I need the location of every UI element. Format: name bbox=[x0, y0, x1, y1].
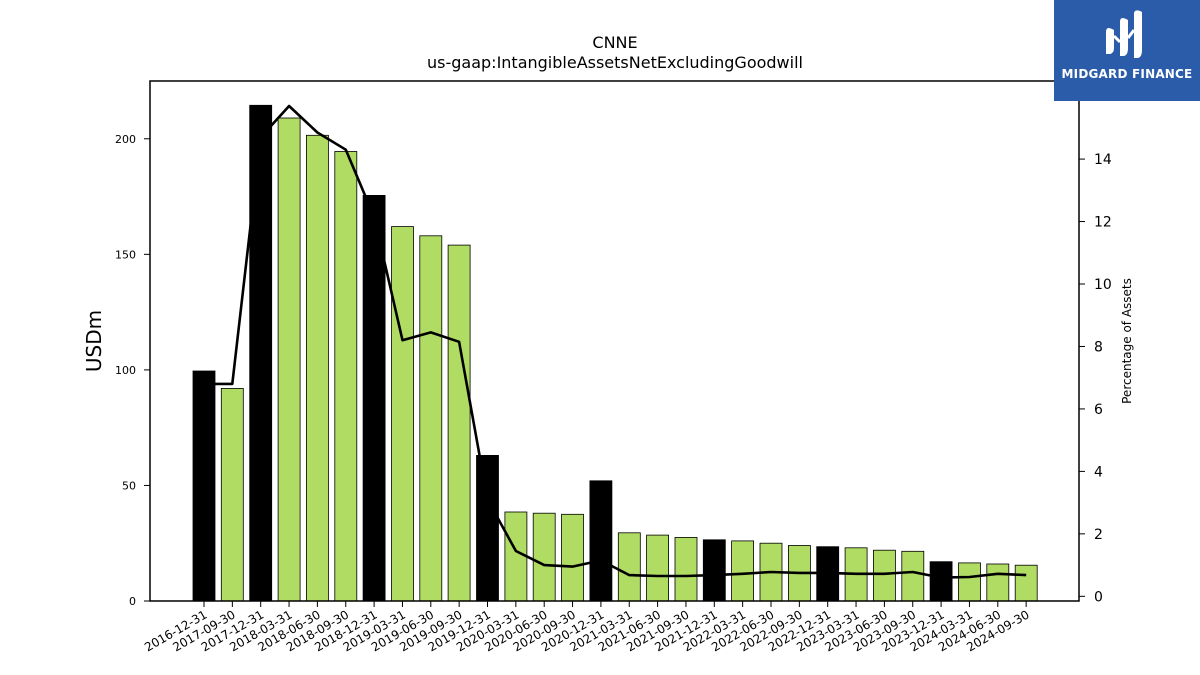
percentage-line-group bbox=[204, 104, 1027, 579]
bar-2019-03-31 bbox=[391, 226, 414, 602]
bar-2024-09-30 bbox=[1014, 564, 1038, 602]
bar-2021-03-31 bbox=[617, 532, 641, 602]
bar-2021-12-31 bbox=[702, 539, 726, 602]
y2-axis-label: Percentage of Assets bbox=[1120, 278, 1134, 404]
percentage-of-assets-line bbox=[204, 104, 1027, 579]
bar-2016-12-31 bbox=[192, 370, 216, 602]
logo-text: MIDGARD FINANCE bbox=[1061, 67, 1193, 81]
y-tick-label: 150 bbox=[115, 248, 136, 261]
y2-tick-label: 2 bbox=[1094, 527, 1103, 543]
midgard-logo-icon bbox=[1106, 10, 1142, 58]
bar-2017-09-30 bbox=[220, 387, 244, 602]
y2-tick-label: 6 bbox=[1094, 402, 1103, 418]
chart-title: CNNE bbox=[592, 33, 637, 52]
y2-tick-label: 4 bbox=[1094, 464, 1103, 480]
midgard-finance-logo: MIDGARD FINANCE bbox=[1054, 0, 1200, 101]
bar-group bbox=[192, 104, 1038, 602]
right-axis-ticks: 0 2 4 6 8 10 12 14 bbox=[1079, 152, 1112, 605]
y-tick-label: 100 bbox=[115, 364, 136, 377]
bar-2021-06-30 bbox=[646, 534, 669, 602]
y2-tick-label: 10 bbox=[1094, 277, 1112, 293]
bar-2019-12-31 bbox=[476, 454, 499, 602]
bar-2018-12-31 bbox=[362, 194, 386, 602]
chart-subtitle: us-gaap:IntangibleAssetsNetExcludingGood… bbox=[427, 53, 803, 72]
bar-2023-06-30 bbox=[873, 549, 896, 602]
y-tick-label: 200 bbox=[115, 133, 136, 146]
y-tick-label: 50 bbox=[122, 479, 136, 492]
y2-tick-label: 12 bbox=[1094, 215, 1112, 231]
y-tick-label: 0 bbox=[129, 595, 136, 608]
bar-2020-09-30 bbox=[561, 513, 584, 602]
bar-2020-12-31 bbox=[589, 480, 613, 602]
bar-2019-06-30 bbox=[419, 235, 443, 602]
bar-2018-09-30 bbox=[334, 151, 358, 602]
bar-2024-06-30 bbox=[986, 563, 1010, 602]
y2-tick-label: 14 bbox=[1094, 152, 1112, 168]
bar-2018-03-31 bbox=[277, 117, 301, 602]
bar-2020-06-30 bbox=[532, 512, 556, 602]
bar-2019-09-30 bbox=[447, 244, 471, 602]
bar-2023-12-31 bbox=[929, 561, 953, 602]
left-axis-ticks: 0 50 100 150 200 bbox=[115, 133, 150, 608]
bar-2024-03-31 bbox=[958, 562, 981, 602]
bar-2017-12-31 bbox=[249, 104, 273, 602]
x-axis-ticks: 2016-12-312017-09-302017-12-312018-03-31… bbox=[142, 601, 1032, 654]
y2-tick-label: 8 bbox=[1094, 339, 1103, 355]
bar-2023-09-30 bbox=[901, 550, 925, 602]
plot-frame bbox=[149, 80, 1080, 602]
bar-2020-03-31 bbox=[504, 511, 528, 602]
bar-2021-09-30 bbox=[674, 537, 698, 602]
bar-2022-03-31 bbox=[731, 540, 754, 602]
y-axis-label: USDm bbox=[82, 310, 106, 372]
bar-2018-06-30 bbox=[305, 134, 329, 602]
y2-tick-label: 0 bbox=[1094, 589, 1103, 605]
